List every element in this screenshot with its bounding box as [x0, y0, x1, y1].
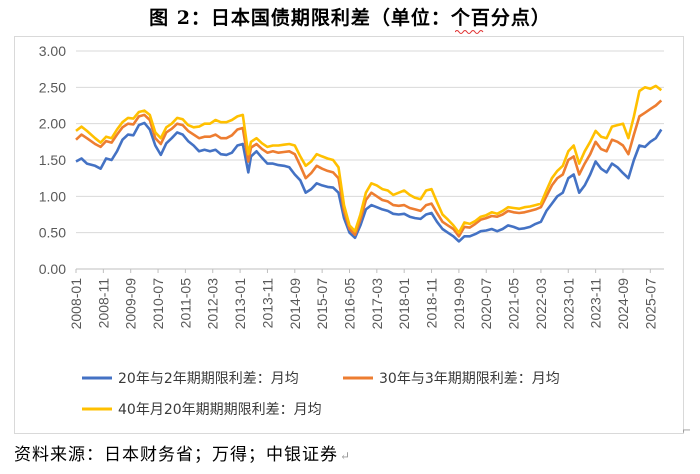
x-tick-label: 2015-07 [314, 278, 330, 330]
spellcheck-underline [455, 30, 484, 34]
y-tick-label: 1.50 [39, 152, 66, 168]
y-tick-label: 1.00 [39, 188, 66, 204]
x-tick-label: 2023-01 [560, 278, 576, 330]
legend: 20年与2年期期限利差：月均 30年与3年期期限利差：月均 40年月20年期期期限利… [82, 371, 560, 418]
x-tick-label: 2018-11 [424, 278, 440, 329]
x-tick-label: 2009-09 [123, 278, 139, 330]
gridlines [76, 50, 664, 270]
legend-label-1: 20年与2年期期限利差：月均 [118, 371, 299, 387]
x-tick-label: 2013-01 [232, 278, 248, 330]
series-line-3 [75, 84, 663, 234]
x-tick-label: 2010-07 [150, 278, 166, 330]
legend-label-3: 40年月20年期期期限利差：月均 [118, 402, 322, 418]
chart-title: 图 2：日本国债期限利差（单位：个百分点） [149, 7, 551, 29]
y-tick-label: 2.50 [39, 79, 66, 95]
x-tick-label: 2025-07 [642, 278, 658, 330]
legend-label-2: 30年与3年期期限利差：月均 [379, 371, 560, 387]
x-tick-label: 2016-05 [341, 278, 357, 330]
series-line-1 [75, 121, 663, 243]
y-tick-label: 3.00 [39, 43, 66, 59]
x-tick-label: 2008-11 [95, 278, 111, 329]
corner-mark-icon: ⌐ [682, 424, 692, 437]
series-lines [75, 84, 663, 243]
y-axis-ticks: 0.00 0.50 1.00 1.50 2.00 2.50 3.00 [39, 43, 66, 277]
y-tick-label: 0.00 [39, 261, 66, 277]
x-tick-label: 2014-09 [287, 278, 303, 330]
x-tick-label: 2011-05 [177, 278, 193, 329]
x-axis-ticks: 2008-01 2008-11 2009-09 2010-07 2011-05 2012-… [68, 269, 658, 329]
x-tick-label: 2018-01 [396, 278, 412, 330]
x-tick-label: 2020-07 [478, 278, 494, 330]
source-text: 资料来源：日本财务省；万得；中银证券 [14, 445, 338, 465]
x-tick-label: 2019-09 [451, 278, 467, 330]
y-tick-label: 2.00 [39, 116, 66, 132]
series-line-2 [75, 99, 663, 238]
x-tick-label: 2023-11 [588, 278, 604, 329]
chart-area [14, 36, 684, 434]
x-tick-label: 2022-03 [533, 278, 549, 330]
y-tick-label: 0.50 [39, 225, 66, 241]
x-tick-label: 2021-05 [506, 278, 522, 330]
x-tick-label: 2017-03 [369, 278, 385, 330]
x-tick-label: 2012-03 [205, 278, 221, 330]
paragraph-mark-icon: ↵ [340, 449, 352, 463]
x-tick-label: 2024-09 [615, 278, 631, 330]
x-tick-label: 2013-11 [259, 278, 275, 329]
source-note: 资料来源：日本财务省；万得；中银证券 ↵ [14, 440, 351, 465]
x-tick-label: 2008-01 [68, 278, 84, 330]
